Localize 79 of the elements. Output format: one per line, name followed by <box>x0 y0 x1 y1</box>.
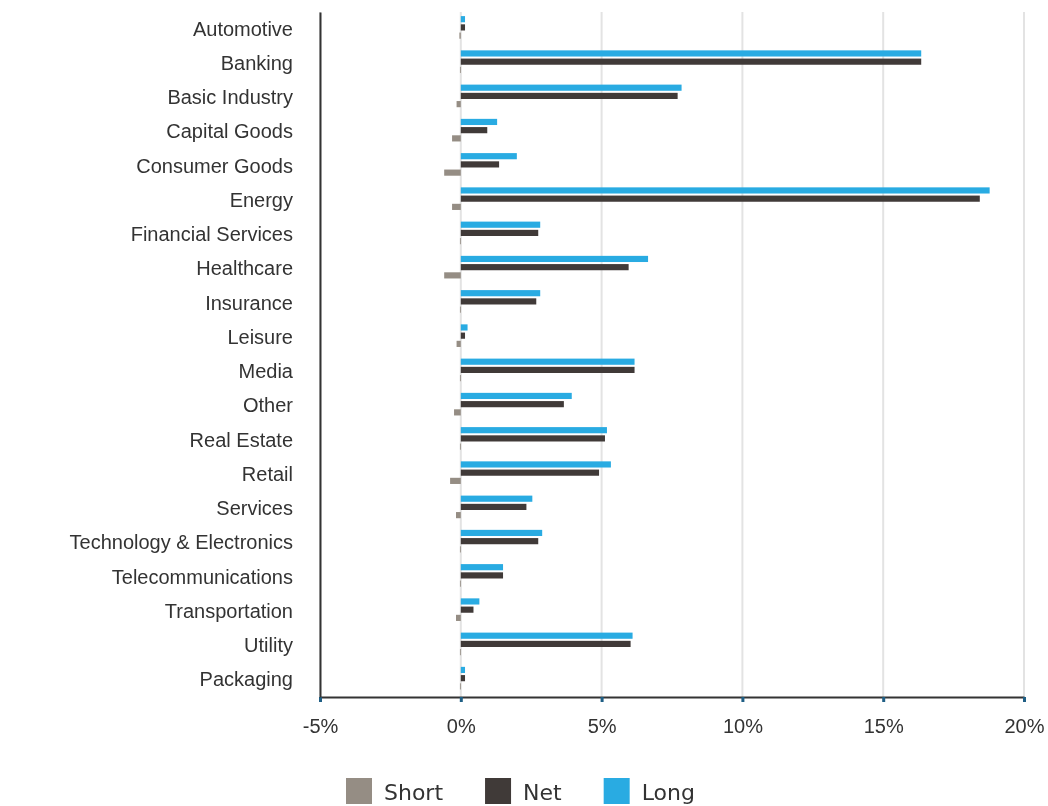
bar <box>460 92 678 99</box>
bar <box>460 675 466 682</box>
x-tick-label: 15% <box>863 715 904 737</box>
y-tick-label: Utility <box>244 634 293 657</box>
bar <box>460 50 922 57</box>
y-tick-label: Insurance <box>205 291 293 314</box>
y-tick-label: Retail <box>241 462 293 485</box>
bar <box>460 153 517 160</box>
bar <box>460 221 541 228</box>
bar <box>460 598 480 605</box>
bar <box>460 503 527 510</box>
bar <box>444 169 461 176</box>
bar <box>444 272 461 279</box>
y-tick-label: Automotive <box>192 17 293 40</box>
bar <box>460 640 631 647</box>
bar <box>460 435 605 442</box>
x-tick-label: 10% <box>722 715 764 737</box>
bar <box>460 195 980 202</box>
y-tick-label: Real Estate <box>189 428 293 451</box>
bar <box>460 255 649 263</box>
x-tick-label: -5% <box>302 715 339 737</box>
legend-label: Long <box>641 780 695 805</box>
y-tick-label: Other <box>242 394 294 417</box>
y-tick-label: Packaging <box>199 668 293 691</box>
bar <box>460 632 633 639</box>
bar <box>460 538 539 545</box>
bar <box>460 606 474 613</box>
bar <box>460 332 466 339</box>
bar <box>456 340 461 347</box>
y-tick-label: Healthcare <box>196 257 293 280</box>
bar <box>460 392 572 400</box>
bar <box>460 229 539 236</box>
bar <box>460 187 990 194</box>
bar <box>460 118 498 126</box>
x-tick-label: 5% <box>587 715 617 737</box>
x-tick-label: 20% <box>1004 715 1045 737</box>
legend-label: Net <box>523 780 563 805</box>
bar <box>460 366 635 373</box>
bar <box>452 203 461 210</box>
y-tick-label: Services <box>216 497 293 520</box>
y-tick-label: Consumer Goods <box>136 154 293 177</box>
y-tick-label: Leisure <box>227 325 293 348</box>
bar <box>460 127 488 134</box>
bar <box>460 666 466 674</box>
legend-label: Short <box>384 780 444 805</box>
bar <box>460 324 468 331</box>
y-tick-label: Basic Industry <box>167 86 293 109</box>
y-tick-label: Financial Services <box>130 223 293 246</box>
bar <box>460 84 682 91</box>
bar <box>460 290 541 297</box>
bar <box>460 469 600 476</box>
bar <box>460 401 564 408</box>
x-tick-label: 0% <box>446 715 476 737</box>
bar <box>456 101 461 108</box>
y-tick-label: Banking <box>220 51 293 74</box>
bar <box>460 461 611 468</box>
bar <box>454 409 461 416</box>
bar <box>460 24 466 31</box>
bar <box>450 477 461 484</box>
y-tick-label: Transportation <box>164 599 293 622</box>
bar <box>460 572 504 579</box>
y-tick-label: Capital Goods <box>166 120 293 143</box>
bar <box>460 495 533 502</box>
bar <box>460 358 635 365</box>
bar <box>452 135 461 142</box>
bar <box>460 564 504 571</box>
bar <box>460 529 543 537</box>
bar <box>460 264 629 271</box>
bar <box>460 16 466 23</box>
bar <box>460 161 500 168</box>
y-tick-label: Telecommunications <box>111 565 293 588</box>
bar <box>460 298 537 305</box>
bar <box>456 614 461 621</box>
y-tick-label: Media <box>238 360 294 383</box>
bar <box>460 58 922 65</box>
y-tick-label: Energy <box>229 188 293 211</box>
bar <box>460 427 607 434</box>
y-tick-label: Technology & Electronics <box>69 531 293 554</box>
bar <box>456 512 461 519</box>
